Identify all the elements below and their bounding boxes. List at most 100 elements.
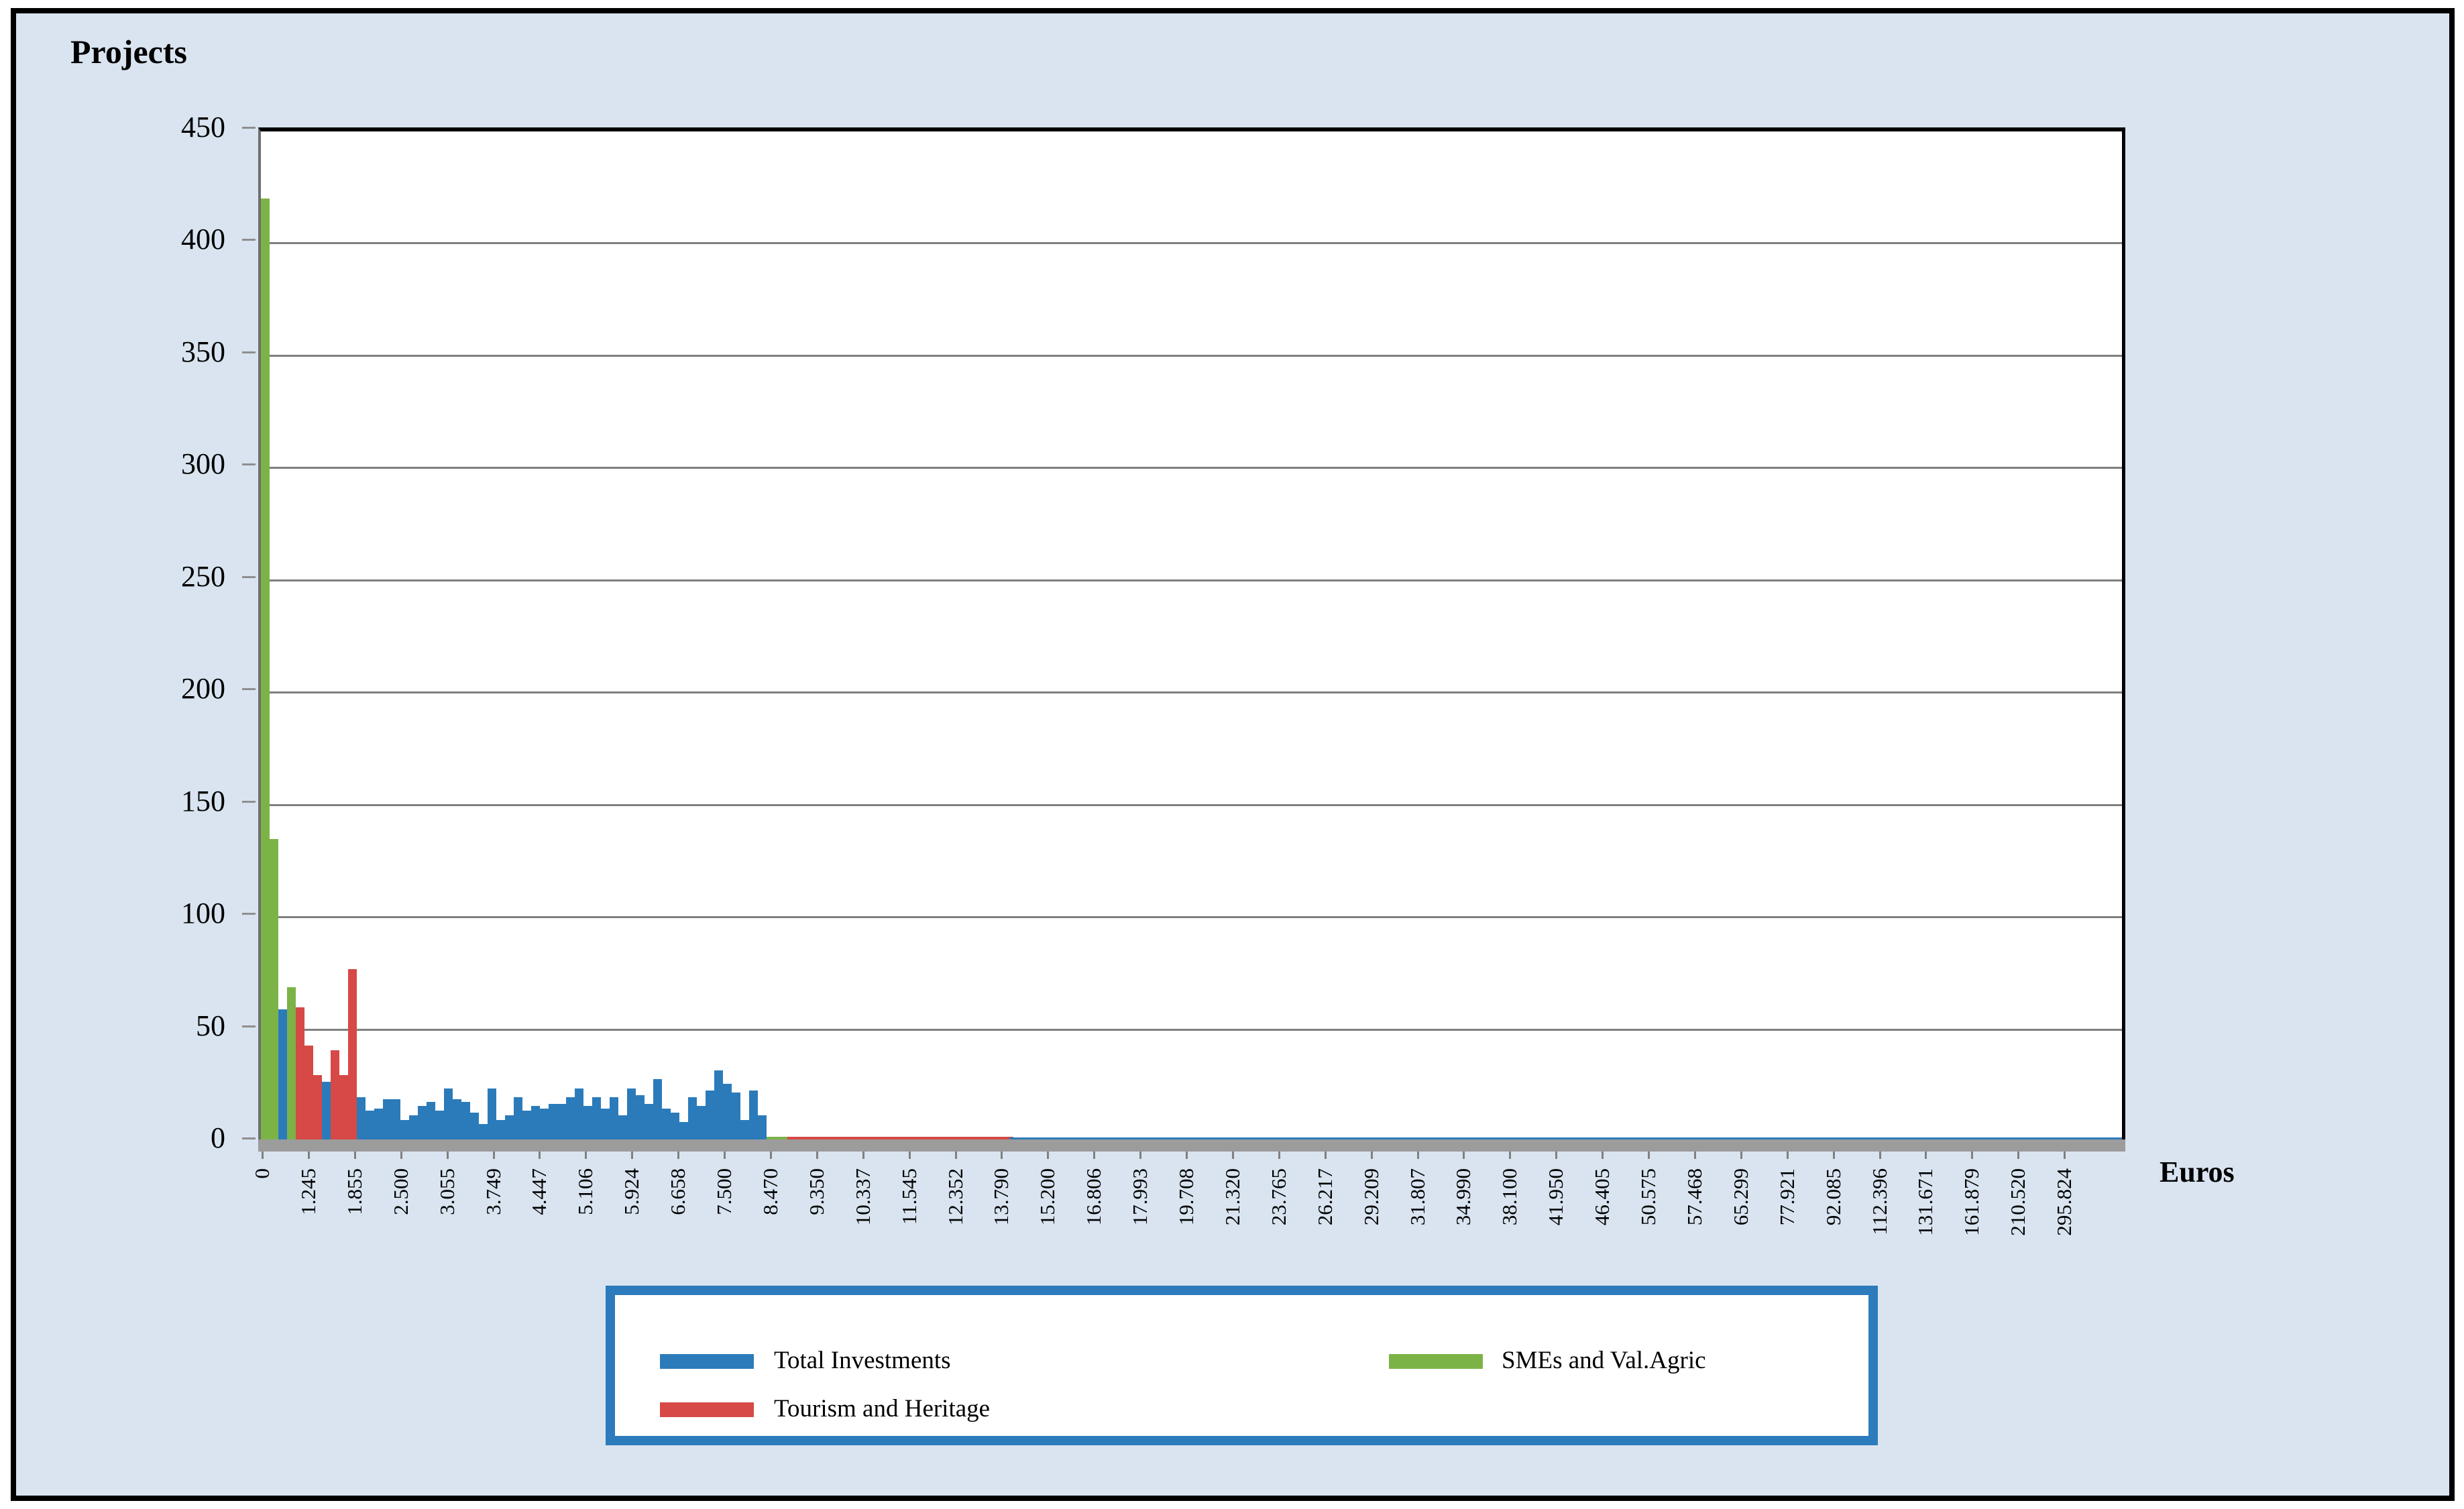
x-tick-label: 6.658 [666, 1168, 690, 1215]
x-tick [1602, 1152, 1604, 1159]
bar-total [627, 1088, 636, 1142]
legend-box: Total Investments Tourism and Heritage S… [606, 1286, 1878, 1445]
y-tick [242, 800, 256, 803]
bar-tourism [348, 969, 357, 1142]
x-tick [1509, 1152, 1512, 1159]
x-tick-label: 112.396 [1867, 1168, 1891, 1235]
x-tick-label: 46.405 [1590, 1168, 1614, 1226]
x-tick-label: 1.245 [296, 1168, 320, 1215]
x-tick-label: 131.671 [1913, 1168, 1938, 1236]
x-tick [724, 1152, 726, 1159]
x-tick [1278, 1152, 1280, 1159]
legend-swatch-total-investments [660, 1354, 754, 1369]
x-tick-label: 92.085 [1821, 1168, 1845, 1226]
x-tick [1324, 1152, 1327, 1159]
bar-total [592, 1097, 601, 1142]
x-tick-label: 29.209 [1359, 1168, 1383, 1226]
y-tick [242, 1137, 256, 1139]
y-axis-title: Projects [70, 33, 187, 70]
x-tick [262, 1152, 264, 1159]
x-tick [539, 1152, 541, 1159]
x-tick-label: 2.500 [388, 1168, 412, 1215]
bar-total [400, 1119, 409, 1142]
bar-total [653, 1079, 662, 1142]
x-tick [2064, 1152, 2066, 1159]
bar-total [488, 1088, 496, 1142]
x-tick-label: 10.337 [850, 1168, 875, 1226]
y-tick-label: 50 [196, 1009, 225, 1042]
bar-total [671, 1113, 679, 1142]
y-tick [242, 575, 256, 578]
bar-total [461, 1101, 470, 1142]
x-tick [1139, 1152, 1142, 1159]
x-tick-label: 12.352 [943, 1168, 967, 1226]
x-tick-label: 26.217 [1312, 1168, 1337, 1226]
x-tick-label: 3.055 [435, 1168, 459, 1215]
x-tick [492, 1152, 495, 1159]
y-tick [242, 127, 256, 129]
bar-total [427, 1101, 435, 1142]
x-tick-label: 4.447 [527, 1168, 551, 1215]
y-tick-label: 400 [181, 223, 225, 256]
bar-tourism [331, 1050, 339, 1142]
bar-total [583, 1106, 592, 1142]
bar-total [740, 1119, 749, 1142]
bar-total [557, 1104, 566, 1142]
bar-smes [287, 987, 296, 1142]
y-tick-label: 450 [181, 111, 225, 144]
x-tick-label: 31.807 [1405, 1168, 1429, 1226]
x-tick [446, 1152, 449, 1159]
x-tick [1971, 1152, 1974, 1159]
bar-total [706, 1090, 714, 1142]
y-tick [242, 239, 256, 241]
x-tick-label: 0 [250, 1168, 274, 1179]
bar-total [435, 1111, 444, 1142]
bar-total [479, 1124, 488, 1142]
x-tick-label: 5.924 [620, 1168, 644, 1215]
x-tick [1786, 1152, 1789, 1159]
y-tick [242, 351, 256, 353]
x-tick [1925, 1152, 1927, 1159]
x-tick-label: 23.765 [1266, 1168, 1290, 1226]
x-axis-shadow [258, 1139, 2125, 1152]
y-tick [242, 913, 256, 915]
x-tick [1416, 1152, 1419, 1159]
y-tick-label: 150 [181, 784, 225, 818]
x-tick [1879, 1152, 1881, 1159]
x-tick-label: 34.990 [1451, 1168, 1475, 1226]
y-tick-label: 0 [211, 1121, 225, 1154]
bar-total [522, 1111, 531, 1142]
x-tick [400, 1152, 402, 1159]
x-tick-label: 77.921 [1775, 1168, 1799, 1226]
x-tick [1001, 1152, 1003, 1159]
x-tick [631, 1152, 634, 1159]
x-tick [1832, 1152, 1835, 1159]
y-tick-label: 350 [181, 335, 225, 368]
x-tick [1463, 1152, 1465, 1159]
x-tick-label: 161.879 [1960, 1168, 1984, 1236]
plot-area [258, 127, 2125, 1142]
x-tick [862, 1152, 864, 1159]
y-tick [242, 463, 256, 466]
x-tick-label: 50.575 [1636, 1168, 1660, 1226]
gridline-200 [261, 691, 2122, 694]
bar-total [575, 1088, 583, 1142]
legend-swatch-tourism-heritage [660, 1402, 754, 1417]
x-tick [908, 1152, 911, 1159]
legend-swatch-smes-valagric [1389, 1354, 1483, 1369]
bar-total [357, 1097, 366, 1142]
bar-total [470, 1113, 479, 1142]
bar-total [278, 1009, 287, 1142]
bar-total [645, 1104, 653, 1142]
bar-total [714, 1070, 723, 1142]
x-tick [1047, 1152, 1050, 1159]
bar-total [531, 1106, 540, 1142]
bar-total [662, 1108, 671, 1142]
x-tick [1370, 1152, 1373, 1159]
bar-smes [270, 838, 278, 1142]
bar-total [749, 1090, 758, 1142]
x-tick-label: 17.993 [1128, 1168, 1152, 1226]
x-tick-label: 9.350 [804, 1168, 828, 1215]
bar-tourism [296, 1007, 304, 1142]
